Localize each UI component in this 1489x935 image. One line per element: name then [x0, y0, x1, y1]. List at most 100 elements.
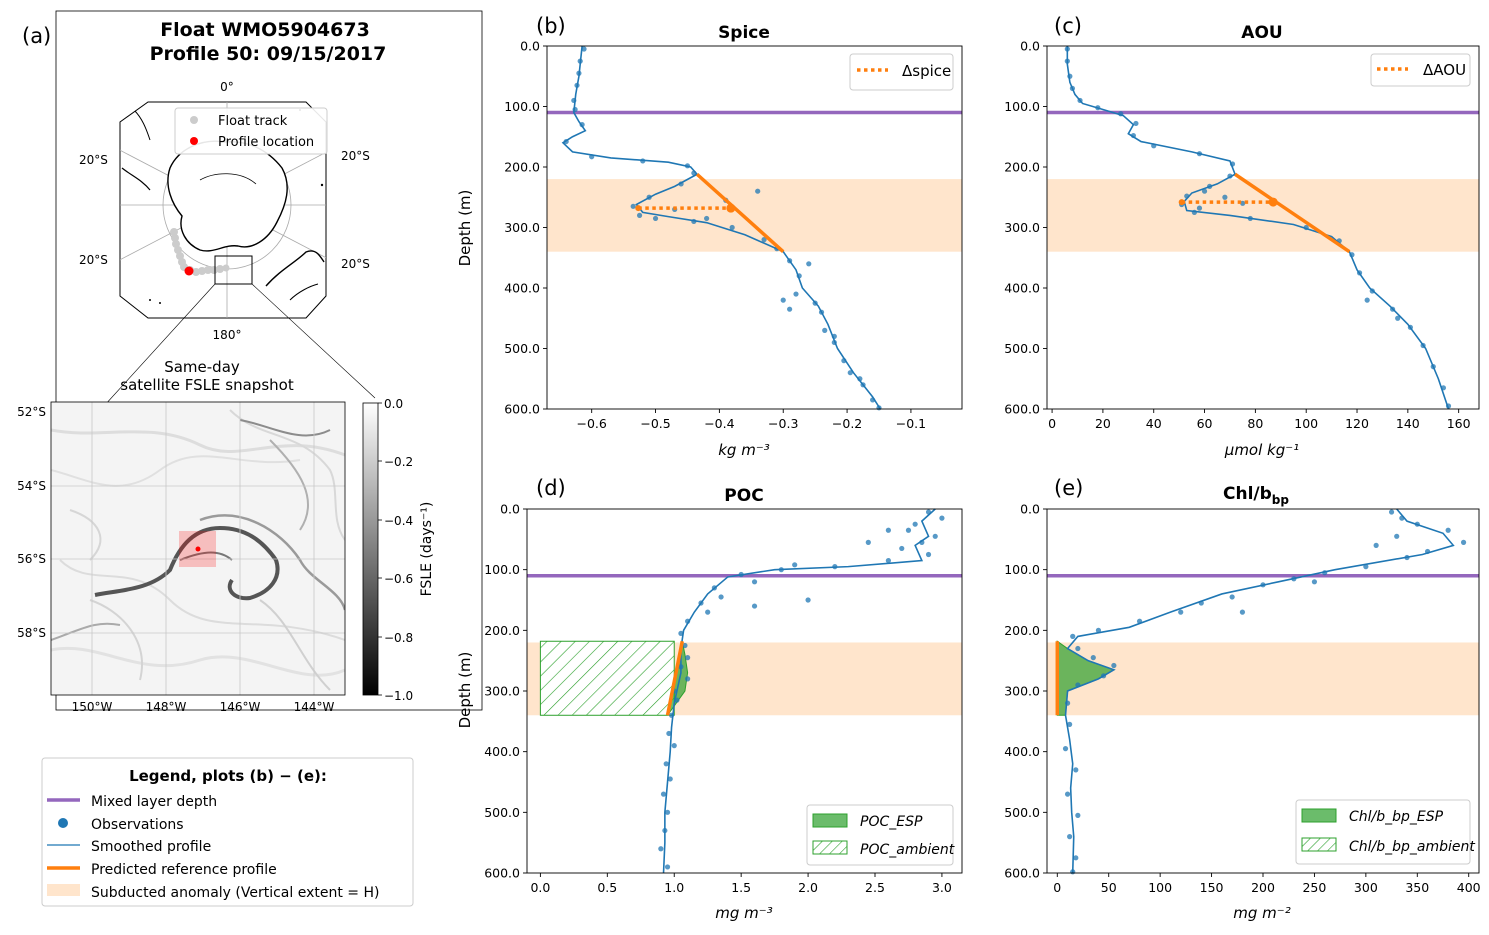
panel-e-x-tick-label: 100: [1148, 880, 1172, 895]
panel-b-x-tick-label: −0.3: [768, 416, 798, 431]
panel-b-y-tick-label: 500.0: [504, 341, 540, 356]
panel-e-observation-point: [1111, 662, 1117, 669]
panel-d-legend-label: POC_ambient: [860, 842, 955, 858]
panel-b-x-tick-label: −0.1: [896, 416, 926, 431]
legend-observations-swatch: [58, 818, 68, 828]
panel-d-observation-point: [663, 761, 669, 767]
panel-e-title-main: Chl/b: [1223, 484, 1272, 504]
panel-d-observation-point: [885, 557, 891, 564]
panel-b-xlabel: kg m⁻³: [718, 441, 770, 459]
panel-c-observation-point: [1395, 315, 1401, 321]
panel-e-ticks: 0 50 100 150 200 250 300 350 400 0.0 100.0 200.0 300…: [1004, 502, 1480, 896]
panel-b-y-tick-label: 400.0: [504, 281, 540, 296]
panel-d-y-tick-label: 100.0: [484, 562, 520, 577]
panel-a: (a) Float WMO5904673 Profile 50: 09/15/2…: [17, 10, 483, 714]
panel-d-observation-point: [865, 539, 871, 545]
legend-be-label: Mixed layer depth: [91, 794, 217, 810]
panel-e-x-tick-label: 350: [1405, 880, 1429, 895]
profile-location-marker: [184, 266, 194, 276]
inset-profile-marker: [195, 546, 201, 552]
panel-b-observation-point: [761, 237, 767, 243]
panel-e-x-tick-label: 250: [1302, 880, 1326, 895]
panel-a-frame: [55, 10, 483, 711]
inset-lon-tick: 150°W: [72, 700, 113, 714]
panel-d-x-tick-label: 0.0: [530, 880, 550, 895]
panel-d-y-tick-label: 600.0: [484, 866, 520, 881]
panel-a-title-line1: Float WMO5904673: [160, 19, 370, 41]
panel-c-delta-endpoint: [1268, 197, 1278, 207]
panel-d-y-tick-label: 200.0: [484, 623, 520, 638]
panel-c-x-tick-label: 80: [1247, 416, 1263, 431]
panel-b-y-tick-label: 600.0: [504, 402, 540, 417]
panel-b-observation-point: [780, 297, 786, 303]
panel-e-observation-point: [1239, 609, 1246, 615]
inset-connector-left: [103, 283, 216, 407]
panel-d-observation-point: [667, 776, 673, 782]
panel-e-observation-point: [1075, 645, 1081, 652]
panel-c-y-tick-label: 100.0: [1004, 99, 1040, 114]
panel-d-x-tick-label: 1.0: [664, 880, 684, 895]
panel-d-observation-point: [671, 743, 677, 749]
colorbar-tick: −0.8: [384, 631, 413, 645]
panel-e-smoothed-profile: [1064, 508, 1455, 874]
inset-lat-tick: 54°S: [17, 479, 46, 493]
panel-e-observations: [1062, 509, 1467, 875]
panel-c: 0 20 40 60 80 100 120 140 160 0.0 100.0 200.0 300.0 4…: [1004, 14, 1480, 459]
panel-d-x-tick-label: 2.0: [798, 880, 818, 895]
panel-c-y-tick-label: 0.0: [1020, 39, 1040, 54]
panel-c-y-tick-label: 300.0: [1004, 220, 1040, 235]
panel-b-delta-startpoint: [635, 205, 642, 212]
panel-b-legend: Δspice: [849, 53, 954, 91]
panel-a-title-line2: Profile 50: 09/15/2017: [150, 43, 387, 65]
panel-e-x-tick-label: 150: [1200, 880, 1224, 895]
panel-c-x-tick-label: 60: [1197, 416, 1213, 431]
inset-lat-tick: 56°S: [17, 552, 46, 566]
panel-e-x-tick-label: 0: [1053, 880, 1061, 895]
panel-b-ticks: −0.6 −0.5 −0.4 −0.3 −0.2 −0.1 0.0 100.0 200.0 300…: [504, 39, 926, 432]
panel-c-reference-profile: [1234, 172, 1351, 254]
colorbar-label: FSLE (days⁻¹): [419, 502, 435, 597]
panel-c-x-tick-label: 100: [1294, 416, 1318, 431]
colorbar-tick: −0.6: [384, 572, 413, 586]
panel-d-observation-point: [905, 527, 912, 533]
panel-c-x-tick-label: 0: [1048, 416, 1056, 431]
panel-c-ticks: 0 20 40 60 80 100 120 140 160 0.0 100.0 200.0 300.0 4…: [1004, 39, 1470, 432]
panel-e-y-tick-label: 600.0: [1004, 866, 1040, 881]
panel-e-x-tick-label: 50: [1101, 880, 1117, 895]
panel-c-y-tick-label: 500.0: [1004, 341, 1040, 356]
panel-d-observation-point: [805, 597, 811, 603]
panel-c-observation-point: [1222, 194, 1228, 200]
panel-e-legend-label: Chl/b_bp_ambient: [1349, 839, 1475, 855]
panel-d-observation-point: [664, 864, 671, 870]
panel-b-y-tick-label: 300.0: [504, 220, 540, 235]
panel-d-y-tick-label: 0.0: [500, 502, 520, 517]
panel-d-observation-point: [664, 809, 671, 815]
panel-c-smoothed-profile: [1066, 46, 1450, 410]
map-legend-label: Profile location: [218, 135, 314, 150]
legend-be-label: Predicted reference profile: [91, 862, 277, 878]
panel-b-reference-profile: [695, 172, 785, 254]
legend-be: Legend, plots (b) − (e): Mixed layer dep…: [41, 757, 414, 907]
panel-b-observation-point: [630, 203, 636, 209]
panel-b-x-tick-label: −0.2: [832, 416, 862, 431]
panel-d-smoothed-profile: [662, 508, 936, 874]
panel-c-x-tick-label: 160: [1447, 416, 1471, 431]
panel-e-observation-point: [1073, 855, 1079, 861]
legend-be-label: Observations: [91, 817, 184, 833]
panel-e-observation-point: [1064, 791, 1071, 797]
panel-d-y-tick-label: 500.0: [484, 805, 520, 820]
panel-d-observation-point: [658, 846, 664, 852]
panel-e-title-sub: bp: [1272, 493, 1290, 507]
panel-c-x-tick-label: 140: [1396, 416, 1420, 431]
inset-lon-tick: 144°W: [294, 700, 335, 714]
legend-be-label: Subducted anomaly (Vertical extent = H): [91, 885, 379, 901]
panel-d-observation-point: [660, 791, 667, 797]
panel-d-legend-esp-swatch: [812, 813, 848, 828]
inset-lon-tick: 148°W: [146, 700, 187, 714]
panel-e-title: Chl/bbp: [1223, 484, 1289, 507]
panel-d-observation-point: [666, 730, 672, 737]
panel-d-observation-point: [751, 579, 758, 585]
panel-b: −0.6 −0.5 −0.4 −0.3 −0.2 −0.1 0.0 100.0 200.0 300…: [456, 14, 963, 459]
panel-e-y-tick-label: 200.0: [1004, 623, 1040, 638]
